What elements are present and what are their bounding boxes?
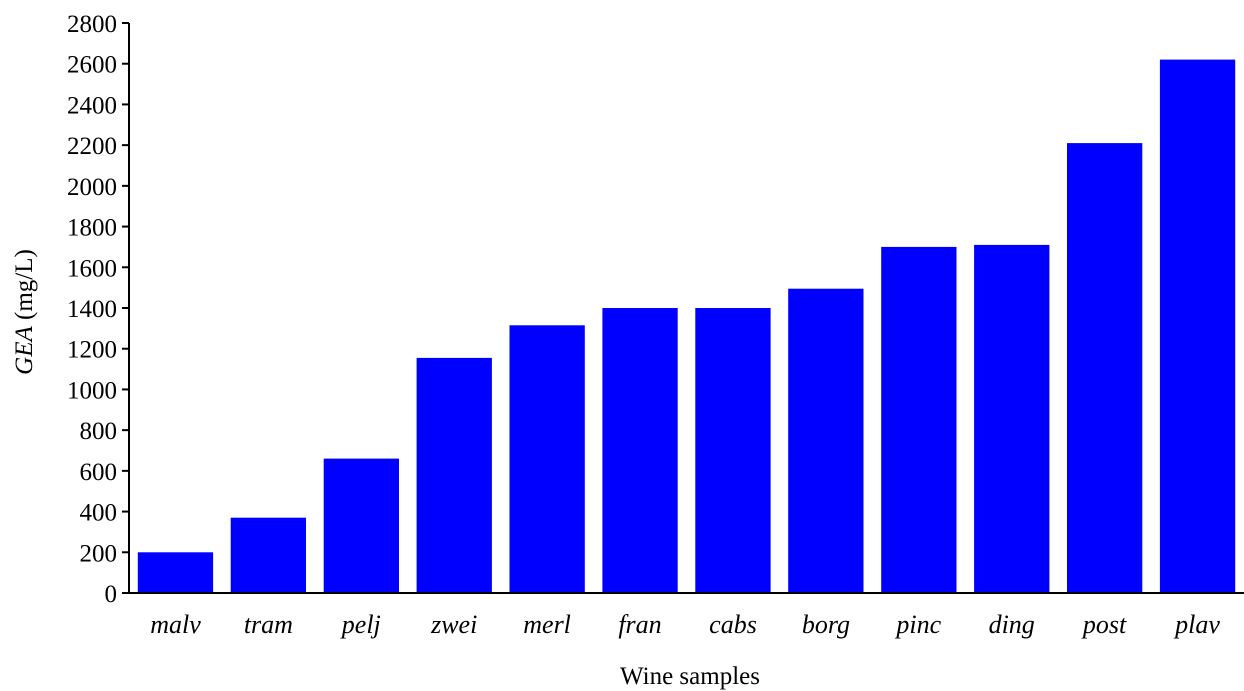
x-tick-label: post [1081,610,1127,639]
y-tick-label: 2600 [67,52,117,79]
bar-tram [230,517,306,593]
x-tick-label: malv [150,610,201,639]
y-tick-label: 1000 [67,377,117,404]
bar-cabs [695,308,771,593]
y-tick-label: 2200 [67,133,117,160]
y-tick-label: 0 [105,581,118,608]
bar-zwei [416,357,492,593]
y-tick-label: 800 [80,418,118,445]
x-tick-label: merl [523,610,571,639]
x-tick-label: cabs [709,610,757,639]
bar-merl [509,325,585,593]
x-tick-label: fran [618,610,661,639]
y-tick-label: 200 [80,540,118,567]
y-axis-title-italic: GEA [11,326,38,375]
y-tick-label: 400 [80,500,118,527]
bar-ding [974,244,1050,593]
y-tick-label: 2400 [67,92,117,119]
x-tick-label: tram [244,610,293,639]
bar-pelj [323,458,399,593]
x-tick-label: borg [802,610,850,639]
y-tick-label: 600 [80,459,118,486]
bar-fran [602,308,678,593]
x-axis-title: Wine samples [620,663,760,690]
y-tick-label: 1600 [67,255,117,282]
bar-malv [137,552,214,593]
bar-post [1067,143,1143,593]
y-axis-title: GEA (mg/L) [11,249,38,375]
y-tick-label: 1200 [67,337,117,364]
x-tick-label: plav [1173,610,1220,639]
x-labels-group: malv tram pelj zwei merl fran cabs borg pinc ding… [150,610,1220,639]
x-tick-label: pelj [340,610,381,639]
bar-plav [1159,59,1236,594]
y-axis-title-unit: (mg/L) [11,249,38,326]
y-tick-label: 2800 [67,11,117,38]
x-tick-label: zwei [430,610,477,639]
x-tick-label: pinc [894,610,941,639]
x-tick-label: ding [989,610,1035,639]
bars-group [137,59,1236,594]
bar-pinc [881,246,957,593]
bar-borg [788,288,864,593]
y-tick-label: 1400 [67,296,117,323]
y-tick-label: 1800 [67,215,117,242]
y-tick-label: 2000 [67,174,117,201]
y-ticks-group: 0 200 400 600 800 1000 1200 1400 1600 1800 2000 220… [67,11,129,608]
